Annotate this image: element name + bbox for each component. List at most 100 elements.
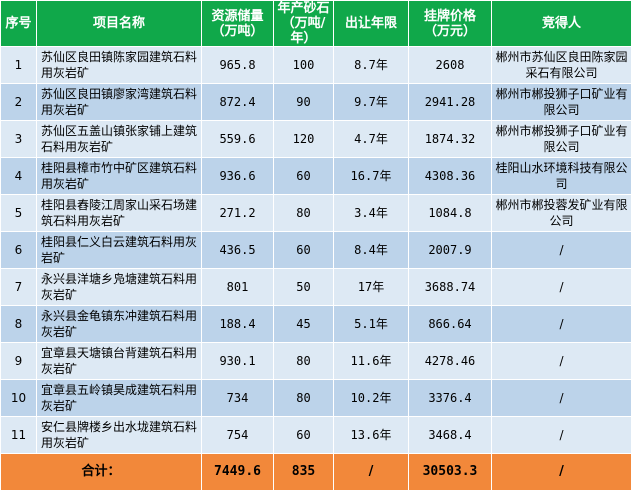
cell-price: 3376.4 bbox=[408, 379, 492, 417]
cell-winner: / bbox=[491, 231, 631, 269]
cell-project-name: 桂阳县樟市竹中矿区建筑石料用灰岩矿 bbox=[36, 157, 202, 195]
cell-winner: / bbox=[491, 268, 631, 306]
table-body: 1 苏仙区良田镇陈家园建筑石料用灰岩矿 965.8 100 8.7年 2608 郴州市苏仙区… bbox=[0, 46, 631, 454]
cell-no: 1 bbox=[0, 46, 37, 84]
cell-price: 1084.8 bbox=[408, 194, 492, 232]
cell-years: 13.6年 bbox=[333, 416, 409, 454]
cell-annual-output: 50 bbox=[273, 268, 334, 306]
cell-annual-output: 80 bbox=[273, 379, 334, 417]
cell-no: 10 bbox=[0, 379, 37, 417]
cell-reserve: 801 bbox=[201, 268, 274, 306]
cell-price: 3468.4 bbox=[408, 416, 492, 454]
table-row: 1 苏仙区良田镇陈家园建筑石料用灰岩矿 965.8 100 8.7年 2608 郴州市苏仙区… bbox=[0, 46, 631, 84]
cell-years: 8.4年 bbox=[333, 231, 409, 269]
cell-annual-output: 60 bbox=[273, 416, 334, 454]
cell-winner: / bbox=[491, 342, 631, 380]
header-years: 出让年限 bbox=[333, 0, 409, 47]
cell-no: 2 bbox=[0, 83, 37, 121]
cell-price: 4308.36 bbox=[408, 157, 492, 195]
total-winner: / bbox=[491, 453, 631, 491]
cell-winner: / bbox=[491, 416, 631, 454]
cell-winner: / bbox=[491, 305, 631, 343]
total-annual: 835 bbox=[273, 453, 334, 491]
cell-price: 4278.46 bbox=[408, 342, 492, 380]
table-row: 2 苏仙区良田镇廖家湾建筑石料用灰岩矿 872.4 90 9.7年 2941.28 郴州市郴… bbox=[0, 83, 631, 121]
cell-annual-output: 90 bbox=[273, 83, 334, 121]
cell-years: 10.2年 bbox=[333, 379, 409, 417]
table-row: 9 宜章县天塘镇台背建筑石料用灰岩矿 930.1 80 11.6年 4278.46/ bbox=[0, 342, 631, 380]
cell-price: 1874.32 bbox=[408, 120, 492, 158]
table-row: 6 桂阳县仁义白云建筑石料用灰岩矿 436.5 60 8.4年 2007.9/ bbox=[0, 231, 631, 269]
cell-project-name: 苏仙区五盖山镇张家铺上建筑石料用灰岩矿 bbox=[36, 120, 202, 158]
table-row: 8 永兴县金龟镇东冲建筑石料用灰岩矿 188.4 45 5.1年 866.64/ bbox=[0, 305, 631, 343]
cell-winner: / bbox=[491, 379, 631, 417]
cell-annual-output: 100 bbox=[273, 46, 334, 84]
cell-project-name: 宜章县五岭镇昊成建筑石料用灰岩矿 bbox=[36, 379, 202, 417]
cell-annual-output: 60 bbox=[273, 231, 334, 269]
cell-no: 4 bbox=[0, 157, 37, 195]
header-winner: 竞得人 bbox=[491, 0, 631, 47]
cell-reserve: 872.4 bbox=[201, 83, 274, 121]
cell-years: 17年 bbox=[333, 268, 409, 306]
cell-annual-output: 80 bbox=[273, 342, 334, 380]
cell-years: 4.7年 bbox=[333, 120, 409, 158]
cell-project-name: 安仁县牌楼乡出水垅建筑石料用灰岩矿 bbox=[36, 416, 202, 454]
cell-price: 2007.9 bbox=[408, 231, 492, 269]
cell-no: 11 bbox=[0, 416, 37, 454]
cell-years: 11.6年 bbox=[333, 342, 409, 380]
total-years: / bbox=[333, 453, 409, 491]
cell-project-name: 永兴县洋塘乡凫塘建筑石料用灰岩矿 bbox=[36, 268, 202, 306]
cell-winner: 郴州市郴投蓉发矿业有限公司 bbox=[491, 194, 631, 232]
cell-reserve: 754 bbox=[201, 416, 274, 454]
cell-reserve: 271.2 bbox=[201, 194, 274, 232]
total-label: 合计： bbox=[0, 453, 202, 491]
header-annual-output: 年产砂石 （万吨/ 年） bbox=[273, 0, 334, 47]
cell-reserve: 930.1 bbox=[201, 342, 274, 380]
cell-reserve: 965.8 bbox=[201, 46, 274, 84]
cell-no: 6 bbox=[0, 231, 37, 269]
cell-reserve: 559.6 bbox=[201, 120, 274, 158]
cell-reserve: 436.5 bbox=[201, 231, 274, 269]
table-row: 7 永兴县洋塘乡凫塘建筑石料用灰岩矿 801 50 17年 3688.74/ bbox=[0, 268, 631, 306]
cell-project-name: 桂阳县仁义白云建筑石料用灰岩矿 bbox=[36, 231, 202, 269]
cell-price: 3688.74 bbox=[408, 268, 492, 306]
cell-project-name: 永兴县金龟镇东冲建筑石料用灰岩矿 bbox=[36, 305, 202, 343]
table-row: 10 宜章县五岭镇昊成建筑石料用灰岩矿 734 80 10.2年 3376.4/ bbox=[0, 379, 631, 417]
header-reserve: 资源储量 （万吨） bbox=[201, 0, 274, 47]
cell-years: 16.7年 bbox=[333, 157, 409, 195]
table-row: 11 安仁县牌楼乡出水垅建筑石料用灰岩矿 754 60 13.6年 3468.4/ bbox=[0, 416, 631, 454]
header-project-name: 项目名称 bbox=[36, 0, 202, 47]
cell-no: 9 bbox=[0, 342, 37, 380]
cell-price: 2941.28 bbox=[408, 83, 492, 121]
table-row: 3 苏仙区五盖山镇张家铺上建筑石料用灰岩矿 559.6 120 4.7年 1874.32 郴… bbox=[0, 120, 631, 158]
cell-years: 8.7年 bbox=[333, 46, 409, 84]
cell-reserve: 936.6 bbox=[201, 157, 274, 195]
table-total-row: 合计： 7449.6 835 / 30503.3 / bbox=[0, 453, 631, 491]
header-price: 挂牌价格 （万元） bbox=[408, 0, 492, 47]
cell-project-name: 苏仙区良田镇陈家园建筑石料用灰岩矿 bbox=[36, 46, 202, 84]
cell-annual-output: 60 bbox=[273, 157, 334, 195]
cell-winner: 桂阳山水环境科技有限公司 bbox=[491, 157, 631, 195]
cell-winner: 郴州市郴投狮子口矿业有限公司 bbox=[491, 83, 631, 121]
cell-years: 5.1年 bbox=[333, 305, 409, 343]
cell-years: 9.7年 bbox=[333, 83, 409, 121]
cell-no: 8 bbox=[0, 305, 37, 343]
cell-annual-output: 120 bbox=[273, 120, 334, 158]
header-no: 序号 bbox=[0, 0, 37, 47]
cell-reserve: 188.4 bbox=[201, 305, 274, 343]
table-header: 序号 项目名称 资源储量 （万吨） 年产砂石 （万吨/ 年） 出让年限 挂牌价格… bbox=[0, 0, 631, 47]
cell-no: 7 bbox=[0, 268, 37, 306]
cell-winner: 郴州市苏仙区良田陈家园采石有限公司 bbox=[491, 46, 631, 84]
table-row: 4 桂阳县樟市竹中矿区建筑石料用灰岩矿 936.6 60 16.7年 4308.36 桂阳山… bbox=[0, 157, 631, 195]
cell-price: 2608 bbox=[408, 46, 492, 84]
cell-annual-output: 80 bbox=[273, 194, 334, 232]
total-reserve: 7449.6 bbox=[201, 453, 274, 491]
cell-years: 3.4年 bbox=[333, 194, 409, 232]
table-row: 5 桂阳县舂陵江周家山采石场建筑石料用灰岩矿 271.2 80 3.4年 1084.8 郴州… bbox=[0, 194, 631, 232]
cell-project-name: 宜章县天塘镇台背建筑石料用灰岩矿 bbox=[36, 342, 202, 380]
cell-price: 866.64 bbox=[408, 305, 492, 343]
total-price: 30503.3 bbox=[408, 453, 492, 491]
cell-winner: 郴州市郴投狮子口矿业有限公司 bbox=[491, 120, 631, 158]
cell-project-name: 苏仙区良田镇廖家湾建筑石料用灰岩矿 bbox=[36, 83, 202, 121]
